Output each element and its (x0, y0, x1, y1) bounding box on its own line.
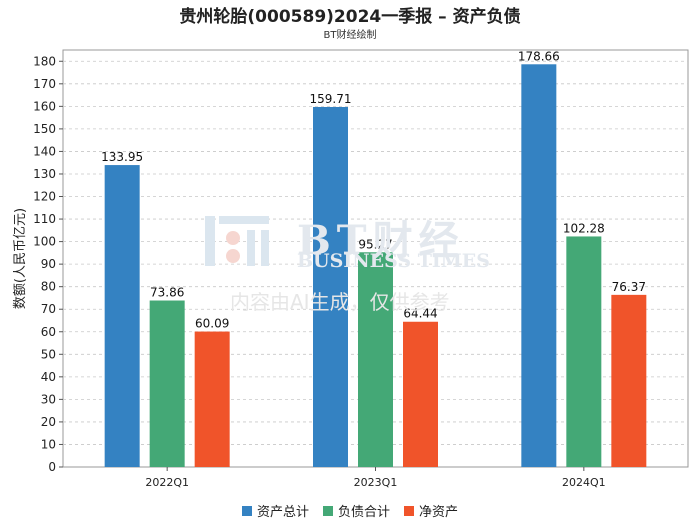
bar (194, 331, 230, 467)
legend-swatch (241, 505, 252, 516)
bar (403, 321, 438, 467)
legend-item: 资产总计 (241, 501, 309, 520)
y-tick-label: 150 (33, 122, 56, 136)
bar (313, 107, 348, 467)
legend-swatch (404, 505, 414, 516)
y-tick-label: 0 (48, 460, 56, 474)
bar-data-label: 178.66 (518, 49, 560, 63)
bar (149, 300, 185, 467)
legend-label: 净资产 (419, 505, 459, 520)
y-tick-label: 140 (33, 144, 56, 158)
legend-swatch (322, 505, 333, 516)
bar-data-label: 102.28 (563, 221, 605, 235)
y-tick-label: 60 (41, 325, 56, 339)
y-tick-label: 50 (41, 347, 56, 361)
y-tick-label: 90 (41, 257, 56, 271)
bar (521, 64, 557, 467)
bar-data-label: 60.09 (195, 317, 229, 331)
y-tick-label: 130 (33, 167, 56, 181)
bar-data-label: 133.95 (101, 150, 143, 164)
x-tick-label: 2023Q1 (354, 476, 398, 489)
y-tick-label: 120 (33, 190, 56, 204)
chart-title: 贵州轮胎(000589)2024一季报 – 资产负债 (179, 7, 521, 27)
bar (566, 236, 602, 467)
y-tick-label: 170 (33, 77, 56, 91)
x-tick-label: 2022Q1 (145, 476, 189, 489)
y-tick-label: 40 (41, 370, 56, 384)
bar-data-label: 76.37 (612, 280, 646, 294)
y-tick-label: 160 (33, 99, 56, 113)
y-tick-label: 80 (41, 280, 56, 294)
y-tick-label: 20 (41, 415, 56, 429)
legend-item: 净资产 (404, 501, 458, 520)
bar-data-label: 64.44 (403, 307, 437, 321)
y-tick-label: 10 (41, 437, 56, 451)
y-axis-label: 数额(人民币亿元) (13, 208, 28, 309)
y-tick-label: 70 (41, 302, 56, 316)
legend-label: 资产总计 (256, 505, 309, 520)
x-tick-label: 2024Q1 (562, 476, 606, 489)
legend-item: 负债合计 (322, 501, 390, 520)
bar (104, 165, 140, 467)
bar-data-label: 95.27 (358, 237, 392, 251)
y-tick-label: 180 (33, 54, 56, 68)
bar (358, 252, 393, 467)
bar-data-label: 73.86 (150, 286, 184, 300)
chart-subtitle: BT财经绘制 (323, 30, 377, 41)
y-tick-label: 110 (33, 212, 56, 226)
y-tick-label: 30 (41, 392, 56, 406)
legend-label: 负债合计 (337, 505, 390, 520)
chart-legend: 资产总计 负债合计 净资产 (0, 501, 700, 520)
y-tick-label: 100 (33, 235, 56, 249)
bar (611, 294, 647, 467)
bar-data-label: 159.71 (310, 92, 352, 106)
